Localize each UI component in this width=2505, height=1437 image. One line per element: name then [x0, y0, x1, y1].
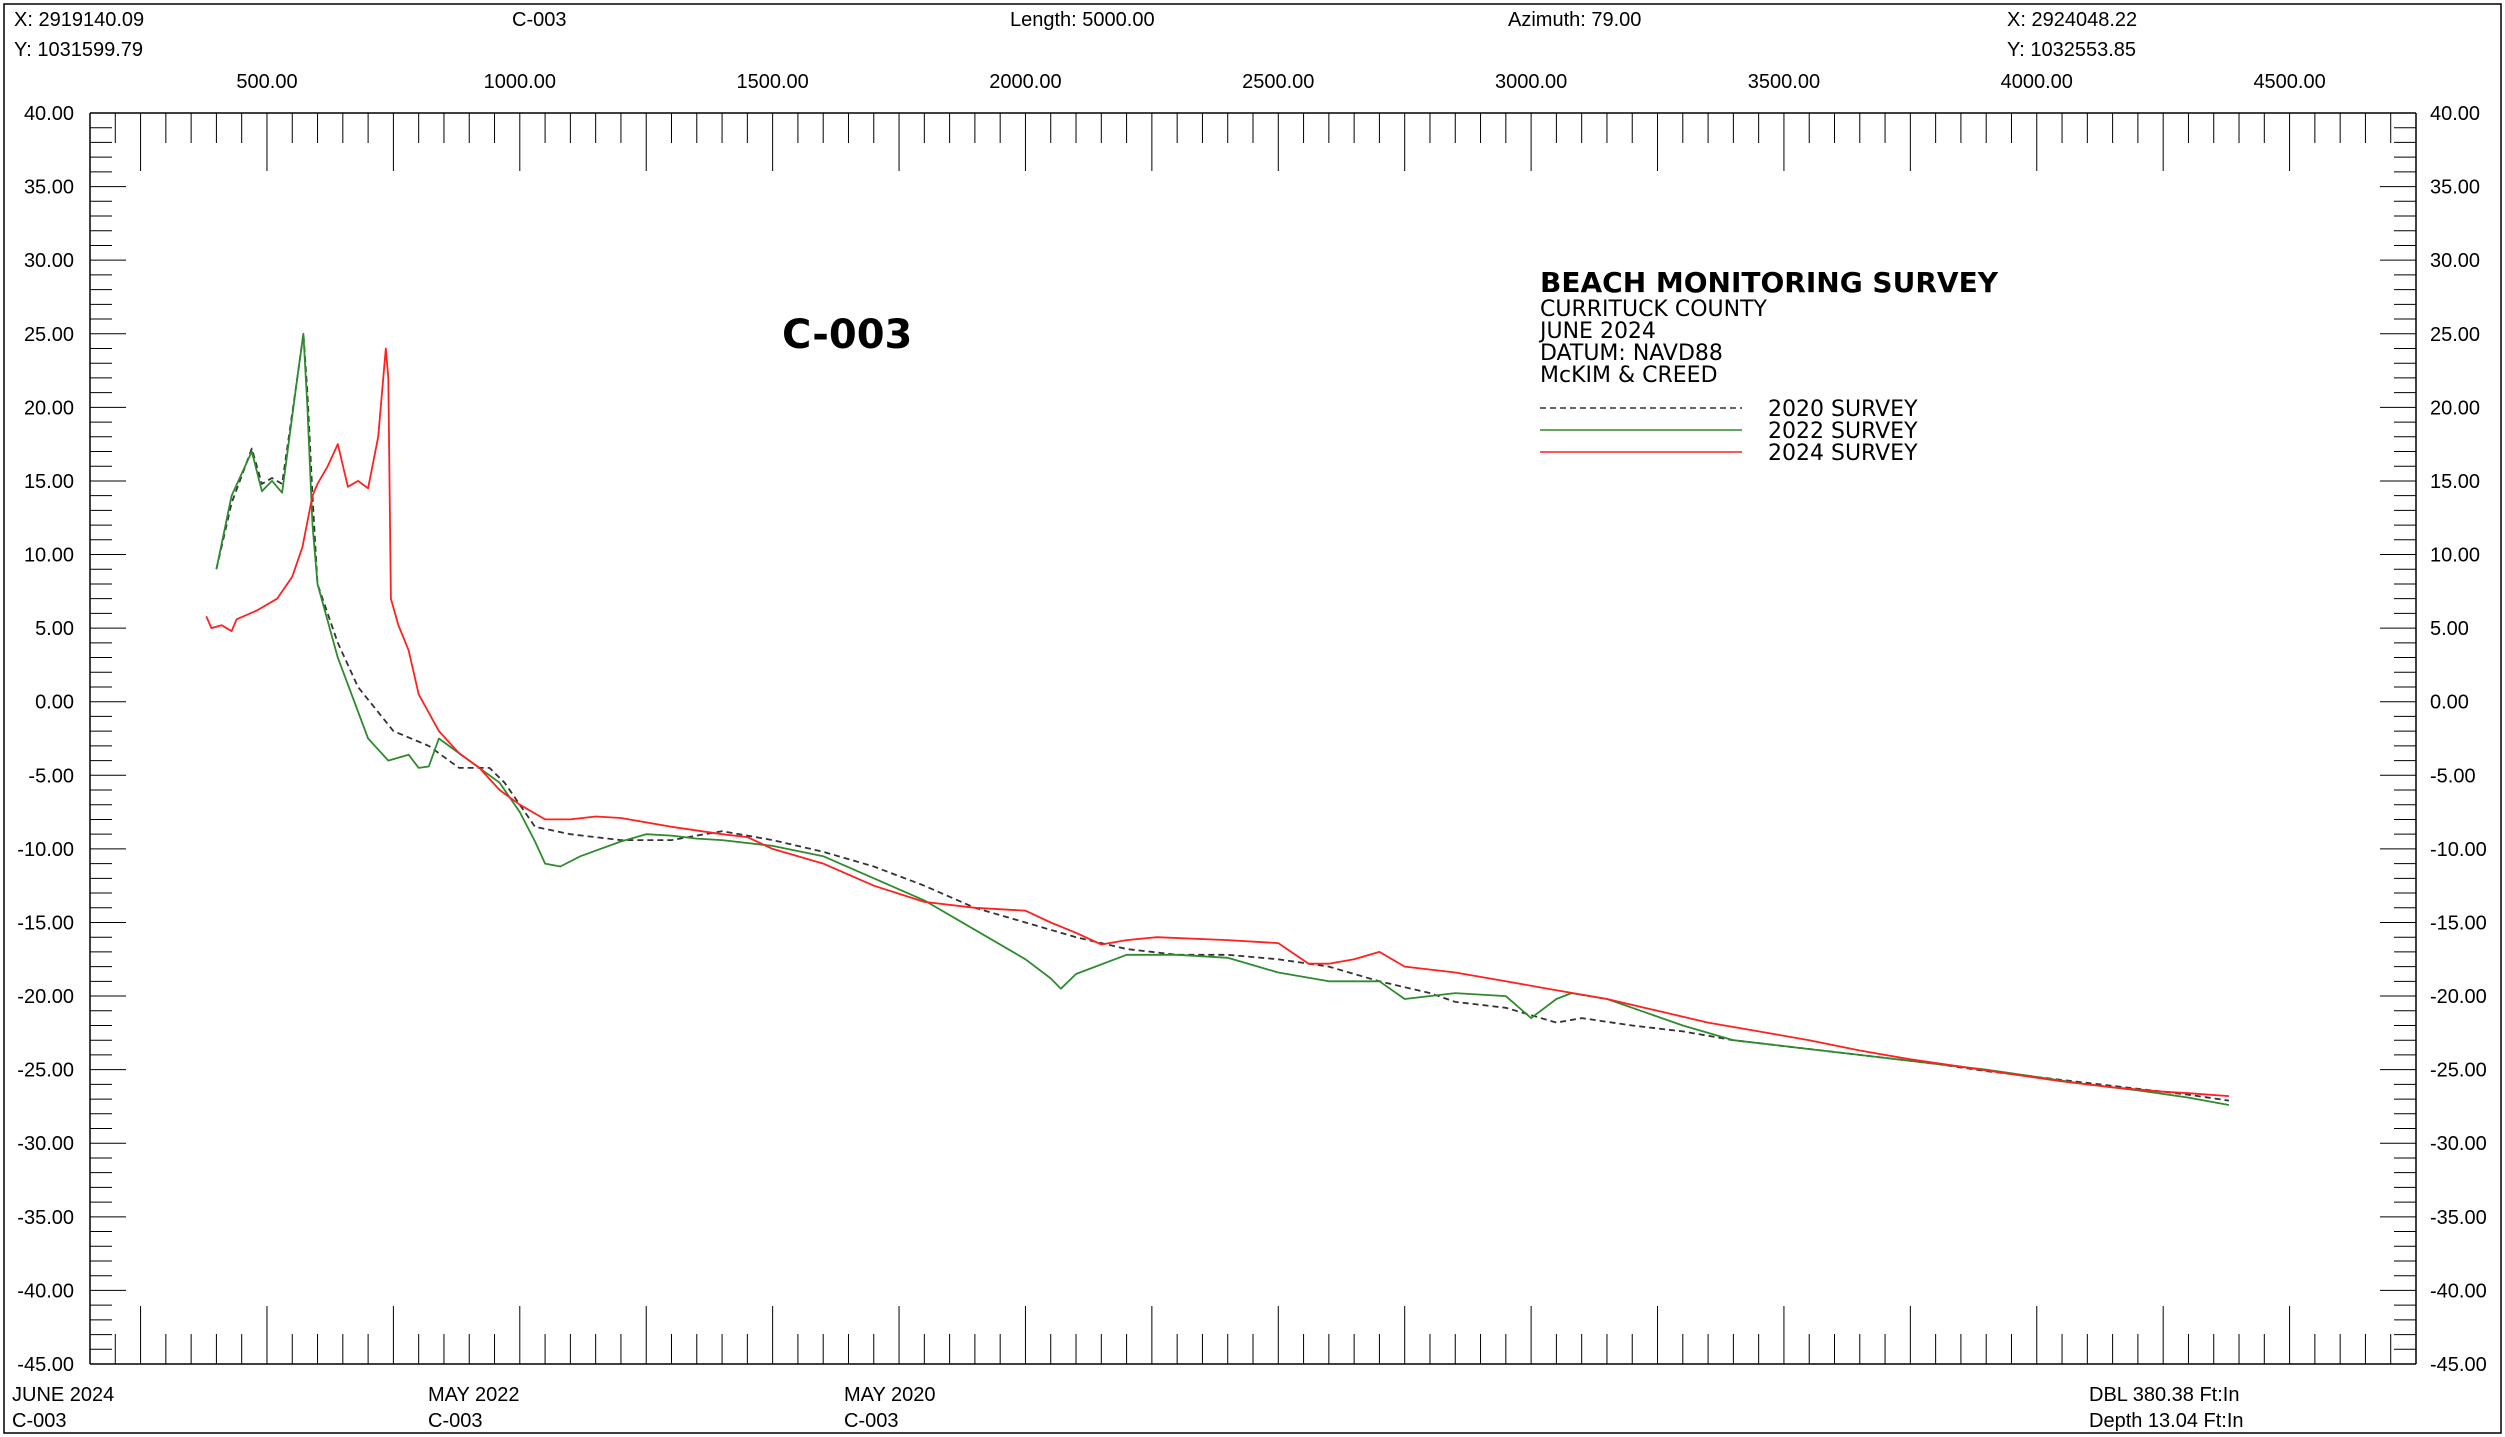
y-tick-label-left: -35.00 [17, 1207, 74, 1229]
y-tick-label-right: -30.00 [2430, 1133, 2487, 1155]
chart-outer-border [3, 3, 2502, 1434]
header-azimuth: Azimuth: 79.00 [1508, 9, 1641, 31]
x-tick-label: 2500.00 [1242, 71, 1314, 93]
header-y-left: Y: 1031599.79 [14, 39, 143, 61]
y-tick-label-right: -10.00 [2430, 839, 2487, 861]
y-tick-label-left: 15.00 [24, 471, 74, 493]
y-tick-label-left: -45.00 [17, 1354, 74, 1376]
legend-title: BEACH MONITORING SURVEY [1540, 266, 1999, 299]
y-tick-label-left: 5.00 [35, 618, 74, 640]
y-tick-label-right: -40.00 [2430, 1280, 2487, 1302]
y-tick-label-left: -10.00 [17, 839, 74, 861]
y-tick-label-left: -40.00 [17, 1280, 74, 1302]
x-tick-label: 500.00 [236, 71, 297, 93]
y-tick-label-right: 35.00 [2430, 177, 2480, 199]
x-tick-label: 4000.00 [2001, 71, 2073, 93]
footer-survey-2022-profile: C-003 [428, 1410, 482, 1432]
y-tick-label-right: -20.00 [2430, 986, 2487, 1008]
y-tick-label-left: 35.00 [24, 177, 74, 199]
y-tick-label-left: -15.00 [17, 912, 74, 934]
y-tick-label-right: 40.00 [2430, 103, 2480, 125]
x-tick-label: 3500.00 [1748, 71, 1820, 93]
y-tick-label-left: -25.00 [17, 1060, 74, 1082]
y-tick-label-left: -30.00 [17, 1133, 74, 1155]
footer-survey-2022-date: MAY 2022 [428, 1384, 520, 1406]
series-group [205, 332, 2230, 1106]
footer-scale: DBL 380.38 Ft:In [2089, 1384, 2239, 1406]
chart-title: C-003 [782, 312, 912, 358]
y-tick-label-right: 20.00 [2430, 397, 2480, 419]
y-tick-label-right: 0.00 [2430, 692, 2469, 714]
y-tick-label-right: 30.00 [2430, 250, 2480, 272]
y-tick-label-right: -25.00 [2430, 1060, 2487, 1082]
legend-label-2022: 2022 SURVEY [1768, 419, 1918, 444]
y-tick-label-left: -5.00 [28, 765, 74, 787]
x-tick-label: 1000.00 [484, 71, 556, 93]
y-tick-label-right: -35.00 [2430, 1207, 2487, 1229]
legend-label-2020: 2020 SURVEY [1768, 397, 1918, 422]
axis-ticks: 40.00 40.00 35.00 35.00 30.00 30.00 25.00 25.00… [17, 71, 2486, 1376]
y-tick-label-right: -45.00 [2430, 1354, 2487, 1376]
legend-line-county: CURRITUCK COUNTY [1540, 297, 1768, 322]
y-tick-label-left: 30.00 [24, 250, 74, 272]
footer-depth: Depth 13.04 Ft:In [2089, 1410, 2244, 1432]
x-tick-label: 3000.00 [1495, 71, 1567, 93]
y-tick-label-right: 25.00 [2430, 324, 2480, 346]
series-line-2024 [205, 347, 2229, 1097]
header-y-right: Y: 1032553.85 [2007, 39, 2136, 61]
y-tick-label-left: 25.00 [24, 324, 74, 346]
legend-line-date: JUNE 2024 [1538, 319, 1656, 344]
header-length: Length: 5000.00 [1010, 9, 1155, 31]
legend-label-2024: 2024 SURVEY [1768, 441, 1918, 466]
footer-survey-2024-profile: C-003 [12, 1410, 66, 1432]
footer-survey-2020-date: MAY 2020 [844, 1384, 936, 1406]
footer-survey-2020-profile: C-003 [844, 1410, 898, 1432]
y-tick-label-left: 0.00 [35, 692, 74, 714]
y-tick-label-left: 20.00 [24, 397, 74, 419]
series-line-2020 [215, 332, 2230, 1102]
header-x-right: X: 2924048.22 [2007, 9, 2137, 31]
x-tick-label: 4500.00 [2253, 71, 2325, 93]
y-tick-label-right: -5.00 [2430, 765, 2476, 787]
header-profile-name: C-003 [512, 9, 566, 31]
y-tick-label-left: 40.00 [24, 103, 74, 125]
y-tick-label-right: 15.00 [2430, 471, 2480, 493]
footer-survey-2024-date: JUNE 2024 [12, 1384, 114, 1406]
series-line-2022 [215, 332, 2230, 1106]
x-tick-label: 1500.00 [736, 71, 808, 93]
legend-line-company: McKIM & CREED [1540, 363, 1718, 388]
legend-line-datum: DATUM: NAVD88 [1540, 341, 1723, 366]
y-tick-label-left: -20.00 [17, 986, 74, 1008]
header-x-left: X: 2919140.09 [14, 9, 144, 31]
y-tick-label-right: 10.00 [2430, 545, 2480, 567]
y-tick-label-right: 5.00 [2430, 618, 2469, 640]
x-tick-label: 2000.00 [989, 71, 1061, 93]
y-tick-label-right: -15.00 [2430, 912, 2487, 934]
y-tick-label-left: 10.00 [24, 545, 74, 567]
